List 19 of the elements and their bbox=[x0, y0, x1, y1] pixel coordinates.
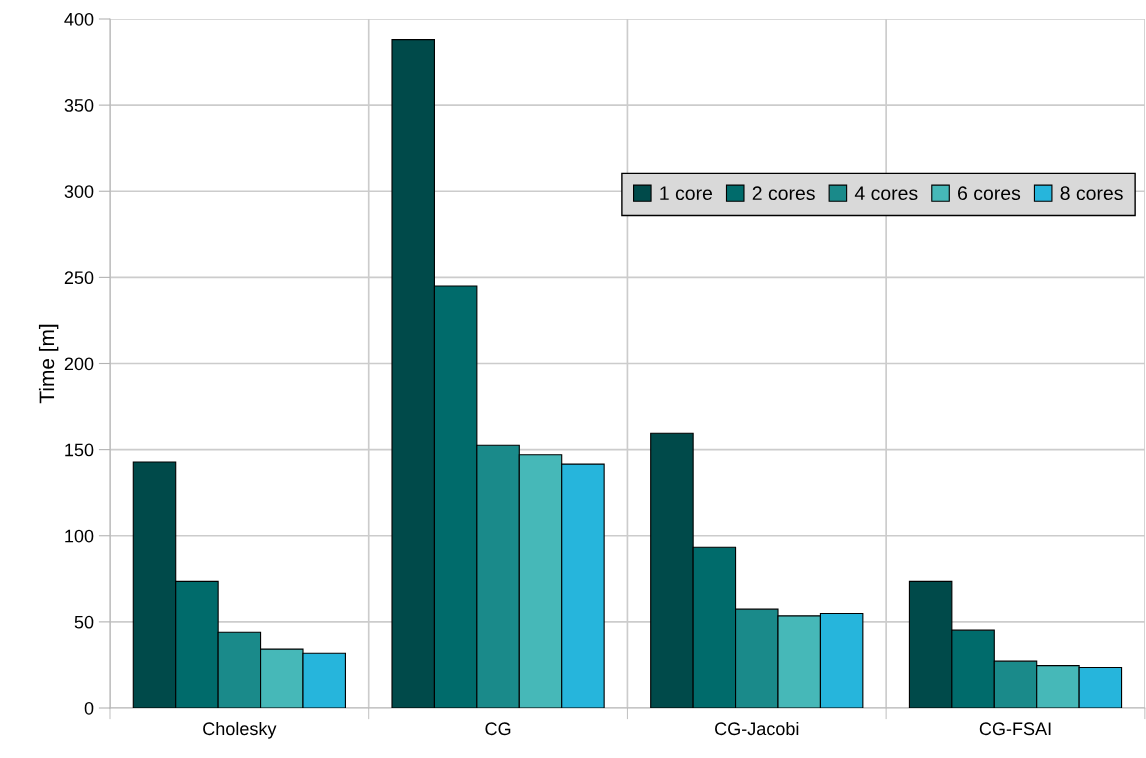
y-tick-label: 50 bbox=[74, 615, 94, 629]
y-tick-label: 300 bbox=[64, 185, 94, 198]
legend-label: 6 cores bbox=[958, 186, 1021, 201]
legend-label: 2 cores bbox=[752, 186, 815, 201]
y-tick-label: 400 bbox=[64, 12, 94, 26]
y-tick-label: 150 bbox=[65, 443, 94, 457]
y-tick-label: 200 bbox=[64, 357, 94, 371]
y-axis-title: Time [m] bbox=[38, 324, 59, 404]
legend-label: 8 cores bbox=[1060, 186, 1123, 201]
x-tick-label: Cholesky bbox=[203, 721, 277, 739]
legend-label: 1 core bbox=[660, 186, 713, 201]
y-tick-label: 250 bbox=[64, 271, 94, 285]
x-tick-label: CG-FSAI bbox=[979, 722, 1051, 736]
x-tick-label: CG bbox=[485, 722, 511, 736]
legend-label: 4 cores bbox=[854, 186, 918, 201]
y-tick-label: 350 bbox=[64, 99, 94, 112]
y-tick-label: 0 bbox=[84, 701, 94, 715]
y-tick-label: 100 bbox=[65, 529, 94, 543]
x-tick-label: CG-Jacobi bbox=[715, 721, 799, 736]
